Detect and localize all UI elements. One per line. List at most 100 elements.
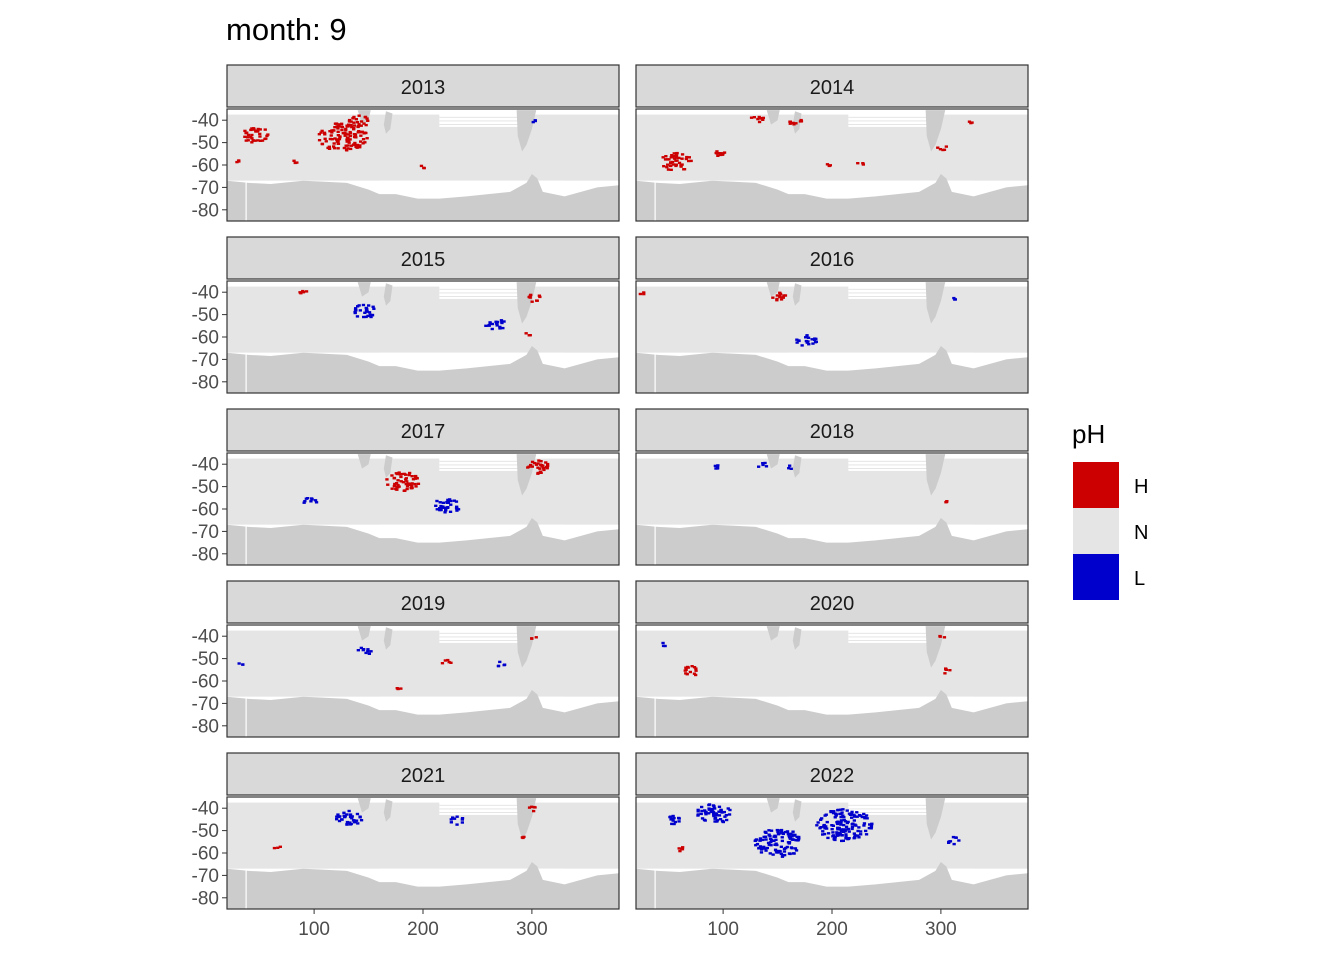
heatmap-cell	[761, 116, 765, 120]
heatmap-cell	[833, 816, 837, 819]
heatmap-area	[227, 281, 619, 393]
heatmap-cell	[460, 818, 464, 821]
heatmap-cell	[405, 480, 409, 483]
heatmap-cell	[533, 806, 537, 809]
heatmap-cell	[677, 817, 681, 820]
heatmap-cell	[867, 826, 871, 830]
heatmap-cell	[712, 814, 716, 818]
heatmap-cell	[342, 814, 346, 817]
facet-panel-2013: 2013 -40-50-60-70-80	[192, 64, 620, 222]
grid-row-line	[848, 288, 941, 290]
legend-swatch-N	[1073, 508, 1119, 554]
heatmap-cell	[696, 810, 700, 813]
facet-panel-2020: 2020	[635, 580, 1029, 738]
anomaly-cluster-H	[714, 150, 727, 157]
anomaly-cluster-H	[440, 658, 453, 665]
heatmap-cell	[444, 509, 448, 512]
heatmap-cell	[674, 159, 678, 162]
heatmap-cell	[258, 128, 262, 131]
heatmap-cell	[452, 817, 457, 820]
heatmap-cell	[356, 145, 361, 149]
heatmap-cell	[775, 299, 779, 302]
heatmap-cell	[681, 846, 685, 849]
chart-title: month: 9	[226, 12, 347, 47]
heatmap-cell	[530, 300, 534, 303]
heatmap-cell	[780, 836, 784, 839]
heatmap-cell	[672, 155, 676, 158]
heatmap-cell	[666, 163, 670, 166]
heatmap-cell	[665, 166, 669, 169]
heatmap-cell	[859, 830, 863, 833]
heatmap-cell	[546, 462, 550, 466]
heatmap-cell	[364, 123, 368, 127]
heatmap-cell	[362, 122, 366, 125]
legend-label-L: L	[1134, 568, 1145, 590]
heatmap-cell	[677, 820, 681, 823]
missing-cells	[439, 798, 532, 815]
facet-strip-label: 2014	[810, 77, 855, 99]
heatmap-cell	[715, 819, 719, 822]
heatmap-cell	[839, 808, 843, 811]
heatmap-cell	[295, 161, 299, 164]
missing-cells	[848, 110, 941, 127]
heatmap-cell	[662, 165, 666, 168]
grid-row-line	[848, 640, 941, 642]
facet-strip	[226, 580, 620, 624]
heatmap-cell	[399, 687, 403, 690]
heatmap-cell	[363, 141, 367, 144]
heatmap-cell	[762, 845, 766, 849]
heatmap-cell	[332, 147, 337, 150]
heatmap-cell	[314, 501, 319, 504]
heatmap-cell	[672, 157, 677, 160]
anomaly-cluster-L	[696, 803, 732, 824]
heatmap-cell	[870, 822, 874, 825]
heatmap-cell	[847, 830, 851, 833]
heatmap-cell	[363, 311, 367, 314]
heatmap-cell	[337, 123, 341, 126]
heatmap-cell	[765, 846, 769, 850]
missing-cells	[245, 868, 247, 909]
heatmap-cell	[449, 821, 453, 824]
heatmap-cell	[856, 829, 860, 833]
heatmap-cell	[320, 129, 324, 133]
antarctica-land	[636, 518, 1028, 565]
heatmap-cell	[756, 117, 760, 121]
heatmap-cell	[759, 117, 763, 120]
heatmap-cell	[546, 464, 550, 468]
heatmap-cell	[661, 641, 665, 645]
anomaly-cluster-H	[683, 665, 698, 677]
heatmap-cell	[687, 159, 691, 163]
panel-border	[635, 624, 1029, 738]
ocean-normal-cells	[227, 458, 619, 525]
heatmap-cell	[361, 142, 365, 145]
heatmap-cell	[970, 121, 974, 124]
heatmap-cell	[764, 831, 768, 834]
heatmap-cell	[449, 661, 453, 664]
y-tick-label: -40	[192, 455, 219, 476]
heatmap-cell	[410, 482, 414, 485]
panel-border	[635, 452, 1029, 566]
heatmap-cell	[501, 326, 505, 330]
heatmap-cell	[252, 128, 256, 131]
x-tick-label: 100	[298, 919, 330, 940]
ocean-normal-cells	[636, 630, 1028, 697]
legend-swatch-L	[1073, 554, 1119, 600]
heatmap-cell	[785, 845, 789, 849]
heatmap-cell	[675, 151, 679, 155]
anomaly-cluster-L	[531, 119, 537, 124]
heatmap-cell	[951, 835, 956, 839]
ocean-normal-cells	[227, 802, 619, 869]
heatmap-cell	[844, 825, 849, 828]
heatmap-cell	[775, 843, 779, 847]
facet-strip-label: 2022	[810, 765, 855, 787]
heatmap-cell	[831, 811, 836, 815]
heatmap-cell	[361, 303, 366, 307]
heatmap-cell	[823, 814, 827, 817]
heatmap-cell	[336, 134, 340, 137]
facet-panel-2016: 2016	[635, 236, 1029, 394]
heatmap-cell	[408, 471, 412, 475]
heatmap-cell	[842, 823, 846, 827]
grid-row-line	[848, 120, 941, 122]
heatmap-cell	[703, 819, 707, 822]
y-axis: -40-50-60-70-80	[192, 799, 227, 909]
